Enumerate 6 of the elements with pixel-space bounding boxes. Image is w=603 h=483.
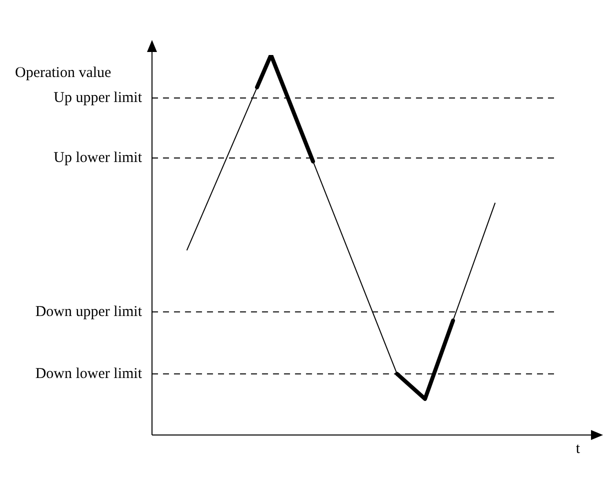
ref-line-label: Up upper limit: [54, 90, 143, 106]
y-axis-title: Operation value: [15, 64, 112, 81]
ref-line-label: Down upper limit: [35, 304, 143, 320]
ref-line-label: Down lower limit: [35, 366, 143, 382]
x-axis-title: t: [576, 440, 581, 457]
ref-line-label: Up lower limit: [54, 150, 143, 166]
